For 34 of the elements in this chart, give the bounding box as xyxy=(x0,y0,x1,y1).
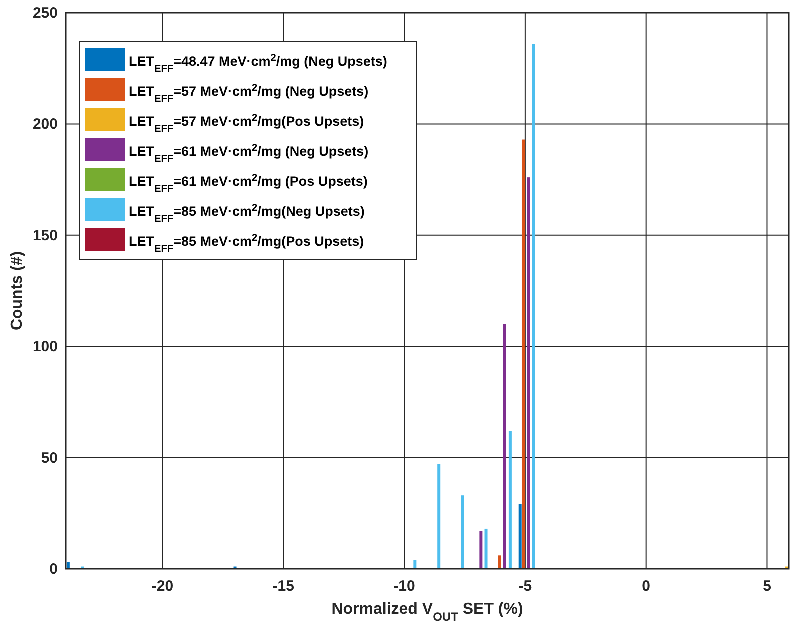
bar xyxy=(522,140,525,569)
bar xyxy=(532,44,536,569)
y-tick-label: 250 xyxy=(32,5,58,22)
bar xyxy=(414,560,417,569)
y-tick-label: 150 xyxy=(32,227,58,244)
bar xyxy=(438,464,441,569)
bar xyxy=(508,431,512,569)
bar xyxy=(484,528,488,569)
bar xyxy=(518,504,522,569)
legend-label: LET$_{EFF}$=48.47 MeV·cm$^{2}$/mg (Neg Upsets) xyxy=(129,52,388,74)
bar xyxy=(527,178,530,569)
bar xyxy=(66,562,70,569)
bar xyxy=(480,531,483,569)
x-tick-label: -5 xyxy=(518,578,532,595)
y-tick-label: 50 xyxy=(41,450,58,467)
legend-label: LET$_{EFF}$=57 MeV·cm$^{2}$/mg (Neg Upsets) xyxy=(129,82,369,104)
bar xyxy=(461,496,464,569)
legend-label: LET$_{EFF}$=57 MeV·cm$^{2}$/mg(Pos Upsets) xyxy=(129,112,364,134)
x-tick-label: 5 xyxy=(763,578,772,595)
y-tick-label: 100 xyxy=(32,338,58,356)
y-tick-label: 200 xyxy=(32,116,58,134)
y-axis-title: Counts (#) xyxy=(9,251,26,331)
x-tick-label: 0 xyxy=(642,578,651,595)
legend-label: LET$_{EFF}$=61 MeV·cm$^{2}$/mg (Neg Upsets) xyxy=(129,142,369,164)
legend-label: LET$_{EFF}$=61 MeV·cm$^{2}$/mg (Pos Upsets) xyxy=(129,172,368,194)
legend-label: LET$_{EFF}$=85 MeV·cm$^{2}$/mg(Neg Upsets) xyxy=(129,202,365,224)
x-tick-label: -10 xyxy=(394,578,416,595)
bar xyxy=(498,556,502,569)
x-tick-label: -20 xyxy=(152,578,174,595)
x-axis-title: Normalized V$_{OUT}$ SET (%) xyxy=(332,601,524,624)
y-tick-label: 0 xyxy=(50,561,58,578)
legend-label: LET$_{EFF}$=85 MeV·cm$^{2}$/mg(Pos Upsets) xyxy=(129,232,364,254)
bar xyxy=(503,324,506,569)
x-tick-label: -15 xyxy=(272,578,294,595)
